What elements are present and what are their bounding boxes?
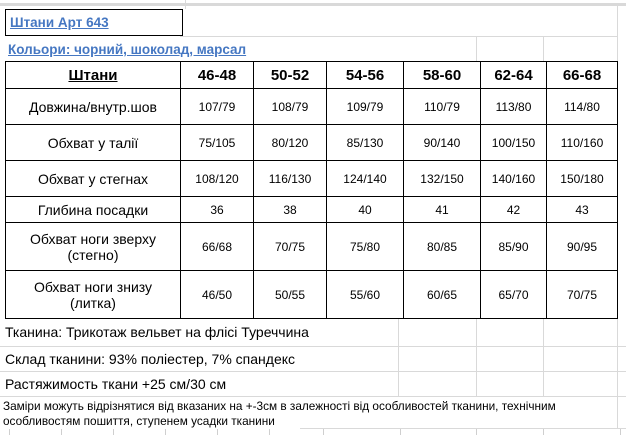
product-title-link[interactable]: Штани Арт 643 [10,15,109,30]
size-value-cell[interactable]: 36 [180,196,254,223]
size-value-cell[interactable]: 70/75 [546,270,618,319]
size-column-header[interactable]: 62-64 [480,61,547,89]
table-row: Обхват ноги знизу (литка) 46/50 50/55 55… [5,270,618,319]
size-value-cell[interactable]: 150/180 [546,160,618,197]
gridline-tick [61,429,62,435]
colors-text: Кольори: чорний, шоколад, марсал [8,41,247,57]
size-value-cell[interactable]: 66/68 [180,222,254,271]
gridline [398,318,399,397]
table-row: Глибина посадки 36 38 40 41 42 43 [5,196,618,223]
row-label-cell[interactable]: Обхват ноги знизу (литка) [5,270,181,319]
table-row: Довжина/внутр.шов 107/79 108/79 109/79 1… [5,88,618,125]
row-label-cell[interactable]: Обхват ноги зверху (стегно) [5,222,181,271]
gridline-tick [217,429,218,435]
gridline-tick [400,429,401,435]
gridline-tick [543,429,544,435]
size-table: Штани 46-48 50-52 54-56 58-60 62-64 66-6… [5,61,618,319]
row-label-cell[interactable]: Довжина/внутр.шов [5,88,181,125]
size-value-cell[interactable]: 107/79 [180,88,254,125]
size-value-cell[interactable]: 109/79 [326,88,404,125]
gridline [476,318,477,397]
composition-line[interactable]: Склад тканини: 93% поліестер, 7% спандек… [5,351,296,367]
gridline [543,37,544,61]
gridline-tick [9,429,10,435]
title-cell[interactable]: Штани Арт 643 [5,9,183,36]
gridline-tick [323,429,324,435]
stretch-line[interactable]: Растяжимость ткани +25 см/30 см [5,376,227,392]
size-column-header[interactable]: 54-56 [326,61,404,89]
size-value-cell[interactable]: 90/140 [403,124,481,161]
row-label-cell[interactable]: Обхват у стегнах [5,160,181,197]
gridline-tick [113,429,114,435]
gridline [543,318,544,397]
gridline [180,36,618,37]
gridline [0,346,626,347]
size-value-cell[interactable]: 100/150 [480,124,547,161]
size-value-cell[interactable]: 60/65 [403,270,481,319]
size-value-cell[interactable]: 116/130 [253,160,327,197]
size-value-cell[interactable]: 90/95 [546,222,618,271]
gridline [0,371,626,372]
gridline [0,396,626,397]
table-row: Обхват ноги зверху (стегно) 66/68 70/75 … [5,222,618,271]
size-value-cell[interactable]: 43 [546,196,618,223]
size-value-cell[interactable]: 85/130 [326,124,404,161]
gridline [300,428,626,429]
size-value-cell[interactable]: 110/79 [403,88,481,125]
size-value-cell[interactable]: 140/160 [480,160,547,197]
size-value-cell[interactable]: 42 [480,196,547,223]
gridline-tick [620,429,621,435]
table-row: Обхват у талії 75/105 80/120 85/130 90/1… [5,124,618,161]
size-value-cell[interactable]: 75/105 [180,124,254,161]
size-value-cell[interactable]: 38 [253,196,327,223]
measurement-note[interactable]: Заміри можуть відрізнятися від вказаних … [3,399,556,428]
size-value-cell[interactable]: 114/80 [546,88,618,125]
size-value-cell[interactable]: 80/120 [253,124,327,161]
gridline-tick [269,429,270,435]
size-value-cell[interactable]: 75/80 [326,222,404,271]
size-value-cell[interactable]: 40 [326,196,404,223]
size-value-cell[interactable]: 108/120 [180,160,254,197]
size-value-cell[interactable]: 85/90 [480,222,547,271]
table-row: Обхват у стегнах 108/120 116/130 124/140… [5,160,618,197]
size-value-cell[interactable]: 65/70 [480,270,547,319]
size-column-header[interactable]: 58-60 [403,61,481,89]
size-value-cell[interactable]: 108/79 [253,88,327,125]
corner-header-cell[interactable]: Штани [5,61,181,89]
size-column-header[interactable]: 66-68 [546,61,618,89]
size-value-cell[interactable]: 50/55 [253,270,327,319]
gridline [185,0,186,9]
size-value-cell[interactable]: 46/50 [180,270,254,319]
size-value-cell[interactable]: 132/150 [403,160,481,197]
size-value-cell[interactable]: 110/160 [546,124,618,161]
gridline [476,37,477,61]
size-value-cell[interactable]: 41 [403,196,481,223]
size-value-cell[interactable]: 124/140 [326,160,404,197]
row-label-cell[interactable]: Глибина посадки [5,196,181,223]
size-column-header[interactable]: 50-52 [253,61,327,89]
size-value-cell[interactable]: 113/80 [480,88,547,125]
gridline-tick [476,429,477,435]
size-value-cell[interactable]: 70/75 [253,222,327,271]
row-label-cell[interactable]: Обхват у талії [5,124,181,161]
gridline [0,3,626,6]
size-value-cell[interactable]: 80/85 [403,222,481,271]
size-table-header-row: Штани 46-48 50-52 54-56 58-60 62-64 66-6… [5,61,618,89]
corner-header-label: Штани [68,66,118,84]
gridline-tick [165,429,166,435]
fabric-line[interactable]: Тканина: Трикотаж вельвет на флісі Туреч… [5,324,309,340]
colors-cell[interactable]: Кольори: чорний, шоколад, марсал [8,39,246,59]
size-column-header[interactable]: 46-48 [180,61,254,89]
size-value-cell[interactable]: 55/60 [326,270,404,319]
